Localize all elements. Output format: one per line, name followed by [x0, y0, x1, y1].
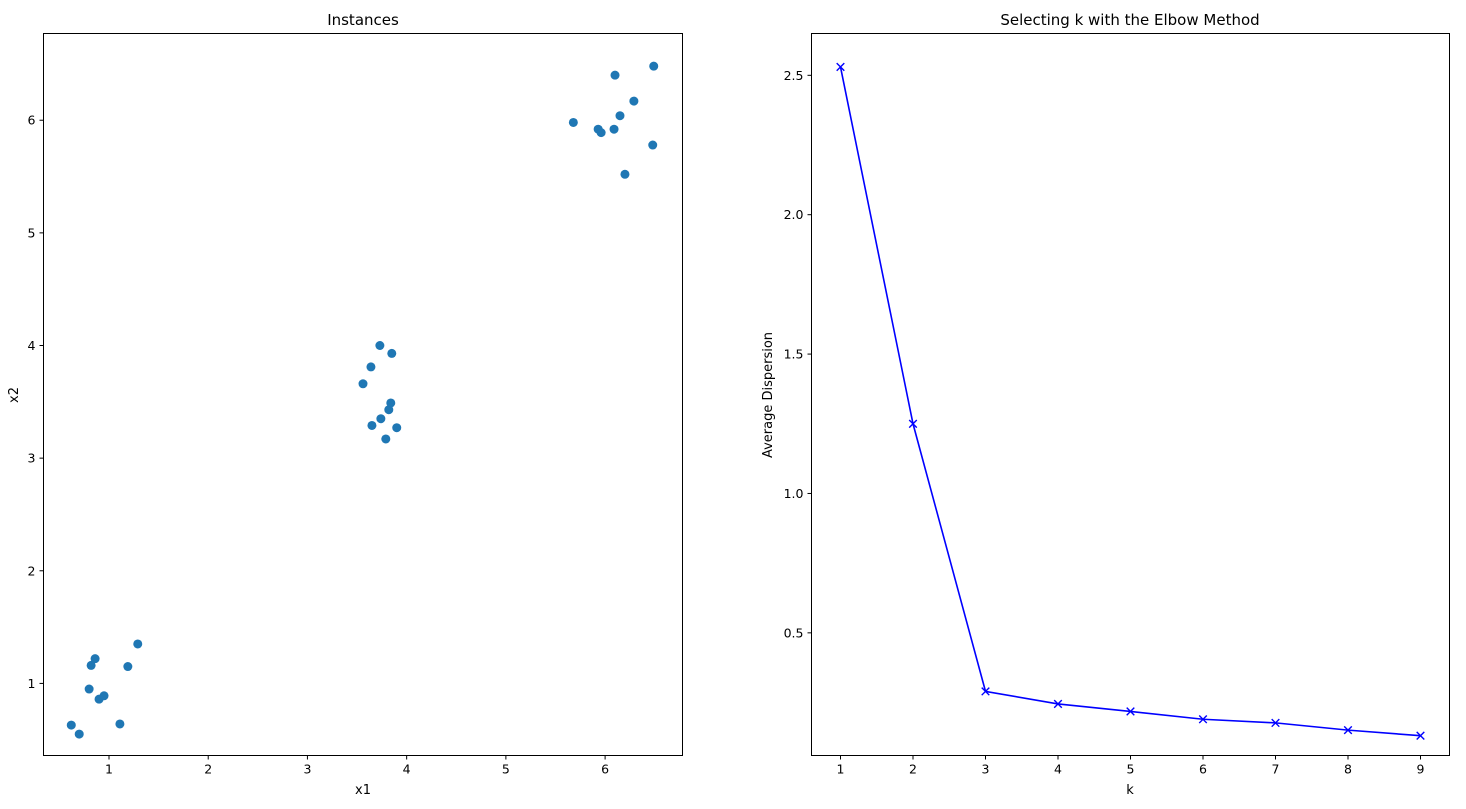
scatter-point [381, 434, 391, 444]
elbow-ylabel: Average Dispersion [761, 332, 776, 458]
scatter-point [596, 128, 606, 138]
elbow-point-marker [981, 687, 990, 696]
scatter-point [568, 117, 578, 127]
scatter-point [620, 169, 630, 179]
elbow-xtick-label: 9 [1417, 762, 1425, 777]
scatter-point [648, 140, 658, 150]
scatter-point [375, 341, 385, 351]
scatter-xlabel: x1 [355, 783, 371, 798]
scatter-ytick-label: 1 [28, 676, 36, 691]
scatter-xtick-label: 5 [502, 762, 510, 777]
scatter-ytick-label: 3 [28, 451, 36, 466]
elbow-series-line [839, 66, 1421, 737]
elbow-plot-area: 1 2 3 4 5 6 7 8 9 0.5 1.0 1.5 2.0 2.5 [784, 62, 1425, 777]
scatter-ytick-label: 4 [28, 338, 36, 353]
elbow-xtick-label: 4 [1054, 762, 1062, 777]
scatter-point [74, 729, 84, 739]
elbow-xtick-label: 1 [837, 762, 845, 777]
elbow-point-marker [1198, 714, 1208, 724]
scatter-point [66, 720, 76, 730]
elbow-point-marker [908, 419, 918, 429]
scatter-xtick-label: 6 [601, 762, 609, 777]
elbow-ytick-label: 1.5 [784, 347, 804, 362]
elbow-point-marker [1053, 699, 1063, 709]
elbow-xtick-label: 5 [1127, 762, 1135, 777]
scatter-xtick-label: 1 [105, 762, 113, 777]
scatter-xtick-label: 3 [303, 762, 311, 777]
elbow-point-marker [1126, 707, 1135, 716]
elbow-point-marker [836, 62, 845, 72]
scatter-point [610, 70, 620, 80]
elbow-ytick-label: 2.5 [784, 68, 804, 83]
scatter-point [376, 414, 386, 424]
scatter-point [99, 691, 109, 701]
elbow-point-marker [1271, 718, 1280, 728]
elbow-axes-frame [811, 33, 1450, 756]
scatter-point [123, 662, 133, 672]
scatter-point [367, 420, 377, 430]
elbow-ytick-label: 2.0 [784, 207, 804, 222]
elbow-panel: Selecting k with the Elbow Method k Aver… [761, 11, 1450, 798]
elbow-xtick-label: 7 [1272, 762, 1280, 777]
scatter-ytick-label: 2 [28, 563, 36, 578]
scatter-point [609, 124, 619, 134]
scatter-axes-frame [43, 33, 683, 756]
scatter-ylabel: x2 [7, 387, 22, 403]
scatter-point [629, 96, 639, 106]
scatter-point [84, 684, 94, 694]
scatter-point [386, 398, 396, 408]
scatter-point [366, 362, 376, 372]
elbow-point-marker [1343, 725, 1353, 735]
scatter-xtick-label: 4 [403, 762, 411, 777]
scatter-panel: Instances x1 x2 1 2 3 4 5 6 1 2 3 4 5 6 [7, 11, 683, 798]
elbow-xtick-label: 8 [1344, 762, 1352, 777]
elbow-xtick-label: 2 [909, 762, 917, 777]
scatter-point [649, 61, 659, 71]
elbow-point-marker [1416, 731, 1425, 741]
scatter-point [384, 405, 394, 415]
elbow-ytick-label: 0.5 [784, 625, 804, 640]
elbow-title: Selecting k with the Elbow Method [1000, 11, 1259, 29]
scatter-ytick-label: 5 [28, 225, 36, 240]
elbow-xlabel: k [1126, 783, 1134, 798]
scatter-point [90, 654, 100, 664]
scatter-point [392, 423, 402, 433]
elbow-xtick-label: 6 [1199, 762, 1207, 777]
scatter-plot-area: 1 2 3 4 5 6 1 2 3 4 5 6 [28, 61, 659, 777]
elbow-xtick-label: 3 [982, 762, 990, 777]
scatter-title: Instances [327, 11, 399, 29]
scatter-point [615, 111, 625, 121]
scatter-point [133, 639, 143, 649]
scatter-point [358, 379, 368, 389]
scatter-ytick-label: 6 [28, 113, 36, 128]
elbow-ytick-label: 1.0 [784, 486, 804, 501]
scatter-point [86, 660, 96, 670]
scatter-point [115, 719, 125, 729]
scatter-point [387, 348, 397, 358]
scatter-xtick-label: 2 [204, 762, 212, 777]
